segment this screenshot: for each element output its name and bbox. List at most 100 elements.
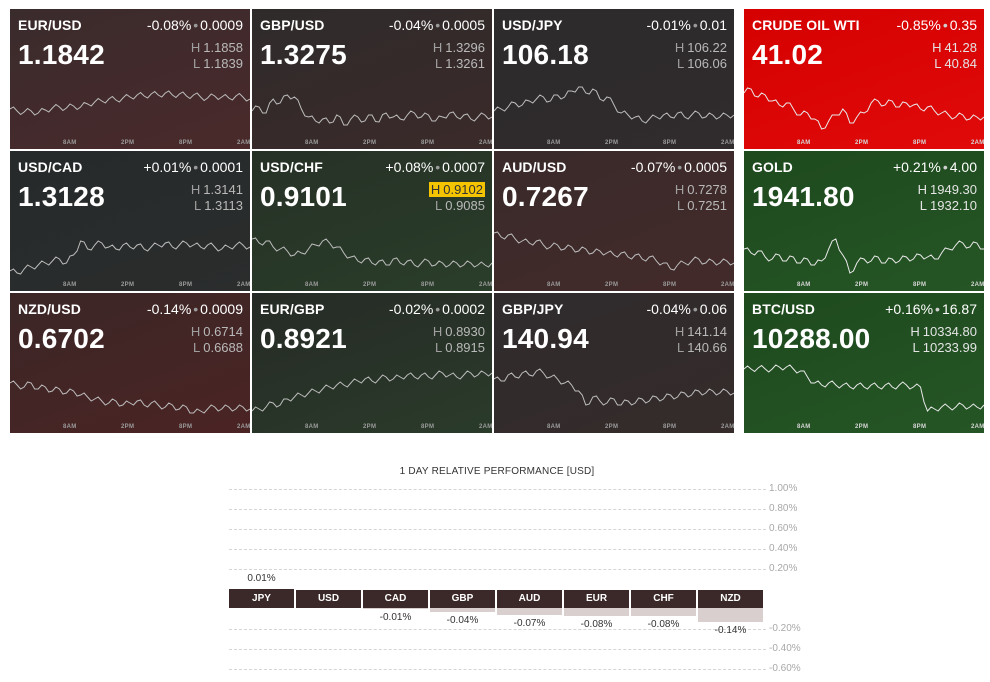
currency-label-eur[interactable]: EUR <box>564 590 629 608</box>
time-tick-label: 8AM <box>63 282 77 288</box>
time-tick-label: 2AM <box>237 424 250 430</box>
currency-label-jpy[interactable]: JPY <box>229 590 294 608</box>
tile-eur-usd[interactable]: EUR/USD -0.08% • 0.0009 1.1842 H 1.1858 L 1.1839… <box>10 9 250 149</box>
separator-dot-icon: • <box>677 159 683 175</box>
currency-label-gbp[interactable]: GBP <box>430 590 495 608</box>
tile-usd-cad[interactable]: USD/CAD +0.01% • 0.0001 1.3128 H 1.3141 L 1.3113… <box>10 151 250 291</box>
tile-low-value: 1.1839 <box>203 56 243 71</box>
tile-price: 41.02 <box>752 39 824 70</box>
tile-low-label: L <box>677 340 685 355</box>
time-tick-label: 8PM <box>663 140 677 146</box>
separator-dot-icon: • <box>193 301 199 317</box>
tile-aud-usd[interactable]: AUD/USD -0.07% • 0.0005 0.7267 H 0.7278 L 0.7251… <box>494 151 734 291</box>
tile-crude-oil-wti[interactable]: CRUDE OIL WTI -0.85% • 0.35 41.02 H 41.28 L 40.8… <box>744 9 984 149</box>
tile-change: -0.08% • 0.0009 <box>147 17 243 33</box>
tile-high-label: H <box>917 182 927 197</box>
time-tick-label: 2AM <box>237 140 250 146</box>
tile-low-label: L <box>677 56 685 71</box>
gridline <box>229 629 766 630</box>
tile-change: -0.07% • 0.0005 <box>631 159 727 175</box>
tile-high: H 10334.80 <box>910 324 977 339</box>
currency-label-chf[interactable]: CHF <box>631 590 696 608</box>
sparkline-path <box>252 370 492 412</box>
tile-low: L 1.3113 <box>194 198 243 213</box>
tile-gold[interactable]: GOLD +0.21% • 4.00 1941.80 H 1949.30 L 1932.10 8A… <box>744 151 984 291</box>
tile-low: L 1.3261 <box>435 56 485 71</box>
tile-change-pct: -0.08% <box>146 17 192 33</box>
time-tick-label: 2PM <box>855 140 869 146</box>
tile-symbol: GBP/USD <box>260 17 325 33</box>
tile-gbp-usd[interactable]: GBP/USD -0.04% • 0.0005 1.3275 H 1.3296 L 1.3261… <box>252 9 492 149</box>
sparkline-path <box>494 86 734 124</box>
tile-low-value: 0.8915 <box>445 340 485 355</box>
tile-price: 1.3128 <box>18 181 105 212</box>
time-tick-label: 2PM <box>855 282 869 288</box>
tile-high: H 0.7278 <box>675 182 727 197</box>
time-tick-label: 2AM <box>479 424 492 430</box>
time-tick-label: 2AM <box>971 424 984 430</box>
time-tick-label: 2PM <box>363 424 377 430</box>
tile-change-abs: 0.0009 <box>200 301 243 317</box>
tile-high-value: 0.7278 <box>687 182 727 197</box>
tile-symbol: NZD/USD <box>18 301 81 317</box>
time-tick-label: 8AM <box>797 424 811 430</box>
tile-btc-usd[interactable]: BTC/USD +0.16% • 16.87 10288.00 H 10334.80 L 102… <box>744 293 984 433</box>
tile-nzd-usd[interactable]: NZD/USD -0.14% • 0.0009 0.6702 H 0.6714 L 0.6688… <box>10 293 250 433</box>
tile-low: L 0.7251 <box>677 198 727 213</box>
time-tick-label: 8PM <box>179 140 193 146</box>
time-tick-label: 2PM <box>121 140 135 146</box>
currency-label-usd[interactable]: USD <box>296 590 361 608</box>
separator-dot-icon: • <box>193 17 199 33</box>
sparkline-path <box>744 364 984 412</box>
tile-low-label: L <box>912 340 920 355</box>
time-tick-label: 8PM <box>913 140 927 146</box>
tile-change: +0.21% • 4.00 <box>893 159 977 175</box>
tile-high: H 1949.30 <box>918 182 977 197</box>
tile-change: -0.04% • 0.06 <box>646 301 727 317</box>
sparkline-path <box>10 380 250 414</box>
tile-change-abs: 0.01 <box>699 17 727 33</box>
tile-usd-chf[interactable]: USD/CHF +0.08% • 0.0007 0.9101 H 0.9102 L 0.9085… <box>252 151 492 291</box>
tile-price: 0.7267 <box>502 181 589 212</box>
gridline <box>229 569 766 570</box>
axis-tick-label: -0.20% <box>769 623 801 634</box>
tile-price: 106.18 <box>502 39 589 70</box>
tile-high-label: H <box>674 40 685 55</box>
time-tick-label: 8AM <box>547 140 561 146</box>
tile-change-abs: 0.0005 <box>442 17 485 33</box>
tile-high-value: 10334.80 <box>922 324 977 339</box>
time-tick-label: 8PM <box>663 424 677 430</box>
tile-change-abs: 0.06 <box>699 301 727 317</box>
tile-change-abs: 4.00 <box>949 159 977 175</box>
time-tick-label: 2AM <box>237 282 250 288</box>
tile-usd-jpy[interactable]: USD/JPY -0.01% • 0.01 106.18 H 106.22 L 106.06 8A… <box>494 9 734 149</box>
tile-symbol: USD/JPY <box>502 17 563 33</box>
tile-gbp-jpy[interactable]: GBP/JPY -0.04% • 0.06 140.94 H 141.14 L 140.66 8A… <box>494 293 734 433</box>
time-tick-label: 8PM <box>913 424 927 430</box>
gridline <box>229 529 766 530</box>
tile-high-label: H <box>190 182 201 197</box>
tile-high-label: H <box>190 40 201 55</box>
time-tick-label: 2AM <box>971 140 984 146</box>
currency-label-aud[interactable]: AUD <box>497 590 562 608</box>
tile-eur-gbp[interactable]: EUR/GBP -0.02% • 0.0002 0.8921 H 0.8930 L 0.8915… <box>252 293 492 433</box>
tile-high-value: 106.22 <box>687 40 727 55</box>
gridline <box>229 509 766 510</box>
axis-tick-label: 0.60% <box>769 523 798 534</box>
tile-change: +0.16% • 16.87 <box>885 301 977 317</box>
time-tick-label: 2AM <box>971 282 984 288</box>
time-tick-label: 8PM <box>179 282 193 288</box>
currency-label-nzd[interactable]: NZD <box>698 590 763 608</box>
tile-change-pct: +0.01% <box>143 159 192 175</box>
tile-high-label: H <box>674 324 685 339</box>
tile-low-label: L <box>435 56 443 71</box>
time-tick-label: 8AM <box>63 140 77 146</box>
tile-low: L 1932.10 <box>920 198 977 213</box>
tile-price: 0.8921 <box>260 323 347 354</box>
performance-bar <box>497 608 562 615</box>
tile-price: 1.1842 <box>18 39 105 70</box>
tile-low: L 0.9085 <box>435 198 485 213</box>
sparkline-path <box>10 240 250 275</box>
tile-high: H 0.6714 <box>191 324 243 339</box>
currency-label-cad[interactable]: CAD <box>363 590 428 608</box>
